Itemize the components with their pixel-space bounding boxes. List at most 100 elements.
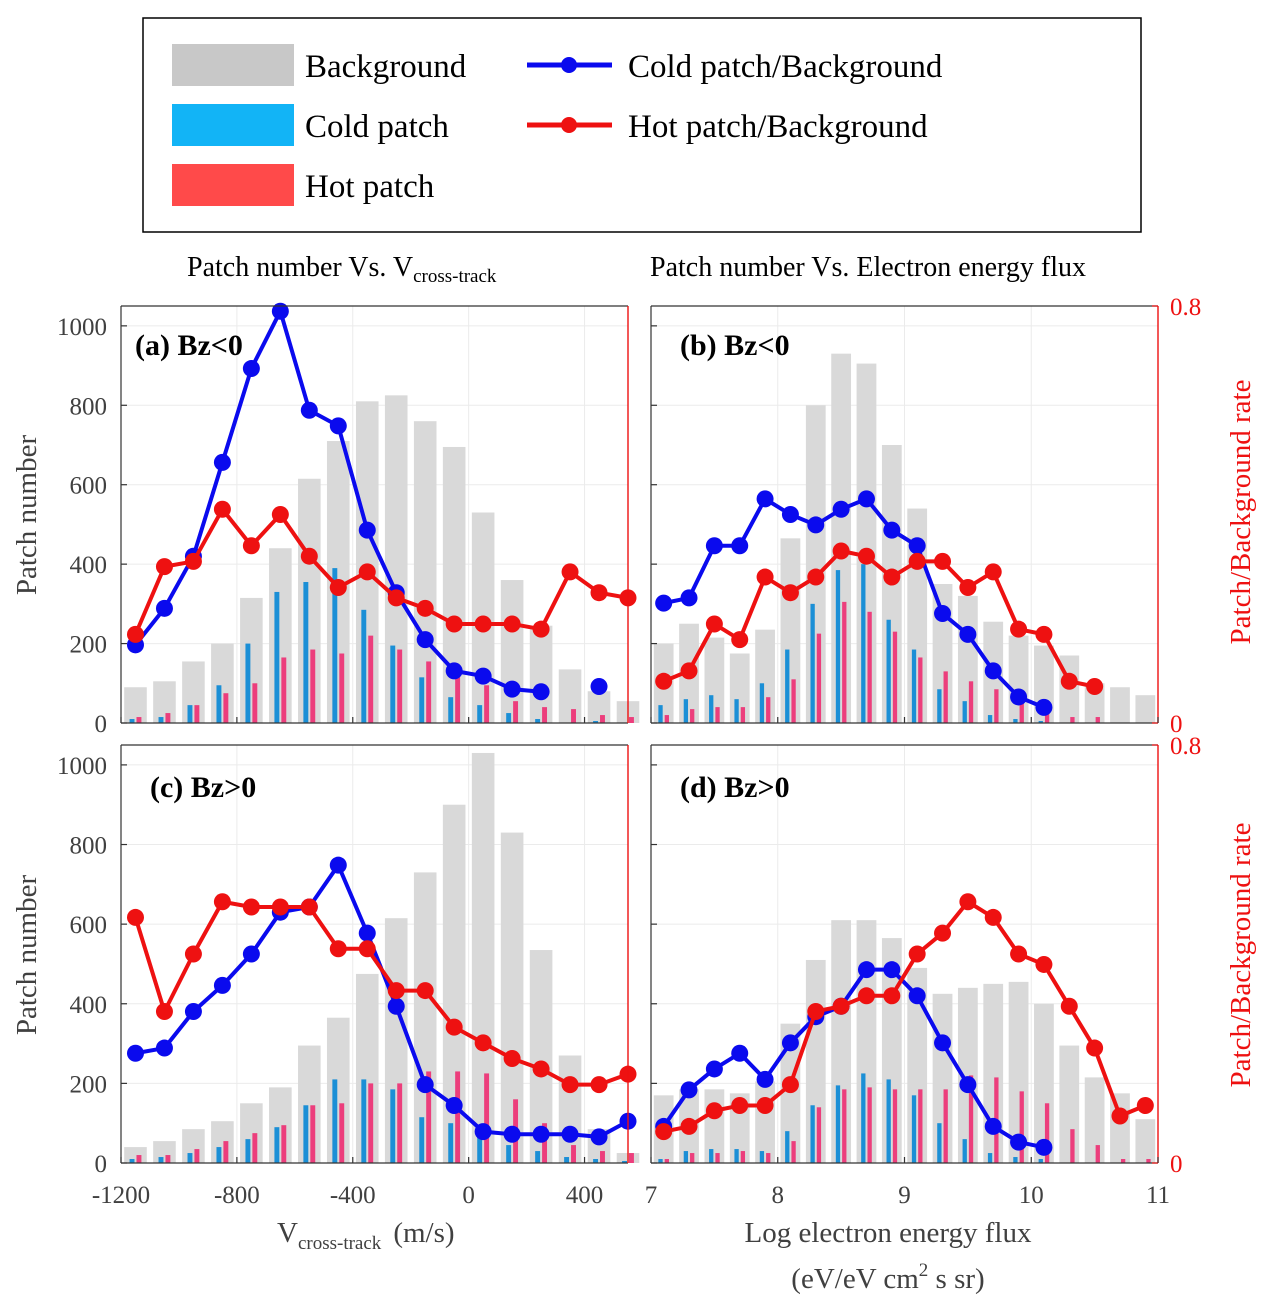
point-cold-ratio [655,594,673,612]
point-hot-ratio [329,940,347,958]
point-hot-ratio [1136,1097,1154,1115]
point-hot-ratio [680,1117,698,1135]
bar-cold [962,701,967,723]
bar-hot [1019,697,1024,723]
point-cold-ratio [329,856,347,874]
bar-cold [835,570,841,723]
point-cold-ratio [213,976,231,994]
point-cold-ratio [242,360,260,378]
point-cold-ratio [242,945,260,963]
point-hot-ratio [959,578,977,596]
point-hot-ratio [1086,678,1104,696]
bar-cold [937,1123,942,1163]
bar-cold [419,677,425,723]
bar-hot [310,1105,316,1163]
bar-background [1008,635,1029,723]
bar-background [1110,687,1130,723]
point-cold-ratio [532,1125,550,1143]
bar-background [500,832,524,1163]
point-hot-ratio [271,898,289,916]
x-tick-label: -1200 [92,1182,150,1209]
bar-hot [397,649,403,723]
bar-cold [709,1149,714,1163]
bar-hot [816,1107,822,1163]
bar-background [240,597,263,723]
bar-background [805,959,826,1163]
bar-background [831,353,852,723]
point-cold-ratio [984,662,1002,680]
point-cold-ratio [680,589,698,607]
bar-cold [158,1157,164,1163]
bar-cold [734,699,739,723]
bar-hot [740,707,746,723]
bar-cold [658,705,663,723]
bar-cold [187,705,193,723]
bar-cold [734,1149,739,1163]
point-hot-ratio [503,1050,521,1067]
bar-cold [810,1105,815,1163]
bar-hot [165,713,171,723]
bar-background [983,983,1004,1163]
bar-background [831,920,852,1163]
bar-cold [332,568,338,723]
bar-cold [303,582,309,723]
point-cold-ratio [503,680,521,698]
point-hot-ratio [300,547,318,565]
y-tick-label: 600 [70,912,108,939]
point-hot-ratio [445,1018,463,1036]
bar-cold [593,721,599,723]
y2-tick-label: 0.8 [1170,294,1201,321]
point-hot-ratio [155,558,173,576]
bar-background [182,1129,205,1163]
bar-background [755,629,775,723]
bar-cold [187,1153,193,1163]
point-hot-ratio [126,908,144,926]
point-hot-ratio [387,589,405,607]
bar-hot [1044,1103,1050,1163]
bar-hot [339,1103,345,1163]
bar-background [1059,1045,1080,1163]
point-hot-ratio [832,997,850,1015]
legend-swatch-cold [172,104,294,146]
point-cold-ratio [300,401,318,419]
bar-cold [1013,719,1018,723]
bar-hot [223,1141,229,1163]
bar-background [471,752,495,1163]
y-tick-label: 0 [95,711,108,738]
bar-cold [274,591,280,723]
point-cold-ratio [1010,1133,1028,1151]
y-tick-label: 800 [70,833,108,860]
bar-hot [715,1153,720,1163]
point-hot-ratio [832,542,850,560]
point-cold-ratio [474,1123,492,1141]
bar-hot [455,1071,461,1163]
bar-cold [593,1159,599,1163]
y-axis-label-top-left: Patch number [11,435,43,596]
bar-background [153,1141,176,1163]
bar-cold [535,719,541,723]
bar-hot [664,1159,669,1163]
bar-cold [861,1073,866,1163]
point-hot-ratio [908,945,926,963]
y-tick-label: 800 [70,393,108,420]
point-hot-ratio [680,662,698,680]
point-cold-ratio [934,605,952,623]
legend-swatch-hot [172,164,294,206]
bar-hot [426,661,432,723]
point-cold-ratio [561,1125,579,1143]
point-hot-ratio [807,568,825,586]
bar-hot [1070,1129,1075,1163]
bar-hot [867,1087,872,1163]
point-cold-ratio [807,516,825,534]
point-cold-ratio [857,490,875,508]
bar-background [298,478,321,723]
bar-background [269,1087,292,1163]
series-line-cold-ratio [135,863,629,1139]
legend: Background Cold patch Hot patch Cold pat… [142,17,1142,233]
bar-hot [791,679,796,723]
bar-cold [709,695,714,723]
point-hot-ratio [883,568,901,586]
bar-hot [281,1125,287,1163]
point-cold-ratio [781,1034,799,1052]
